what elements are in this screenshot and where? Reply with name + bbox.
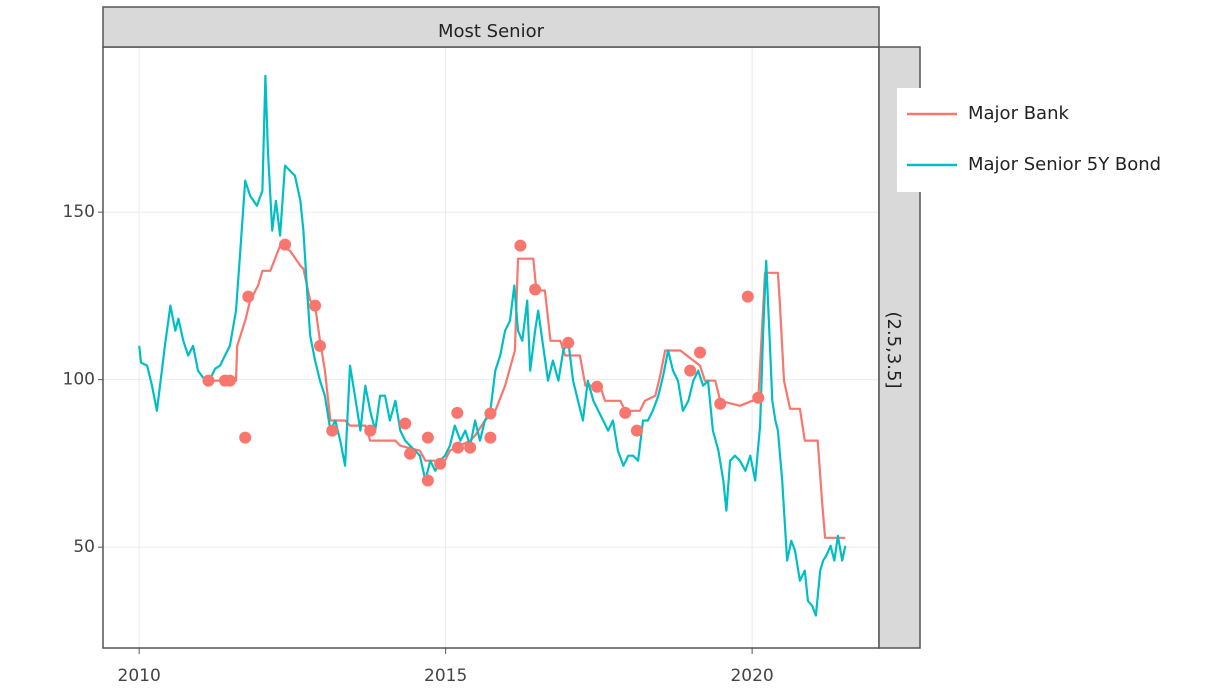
point [451,441,464,454]
point [239,431,252,444]
point [694,346,707,359]
point [684,364,697,377]
point [223,374,236,387]
point [451,406,464,419]
point [630,424,643,437]
point [404,447,417,460]
facet-strip-top [102,6,880,48]
point [484,407,497,420]
point [529,283,542,296]
x-tick-label: 2015 [424,666,467,686]
point [309,299,322,312]
point [741,290,754,303]
legend-label: Major Bank [968,103,1069,124]
legend-label: Major Senior 5Y Bond [968,154,1161,175]
legend: Major Bank Major Senior 5Y Bond [897,88,1197,192]
plot-panel [103,47,879,648]
y-tick-label: 150 [63,202,95,222]
facet-label-right: (2.5,3.5] [883,311,904,388]
point [421,474,434,487]
point [562,336,575,349]
marks [138,74,847,617]
point [242,290,255,303]
point [752,391,765,404]
point [514,239,527,252]
point [399,417,412,430]
point [484,431,497,444]
point [313,339,326,352]
x-tick-label: 2010 [118,666,161,686]
x-tick-label: 2020 [730,666,773,686]
legend-box [897,88,1197,192]
y-tick-label: 100 [63,370,95,390]
point [279,238,292,251]
point [714,397,727,410]
point [421,431,434,444]
point [326,424,339,437]
point [619,406,632,419]
point [464,441,477,454]
line-series [138,74,847,617]
point [202,374,215,387]
y-tick-label: 50 [73,537,95,557]
point [434,457,447,470]
point [591,380,604,393]
point [364,424,377,437]
facet-label-top: Most Senior [438,21,545,42]
